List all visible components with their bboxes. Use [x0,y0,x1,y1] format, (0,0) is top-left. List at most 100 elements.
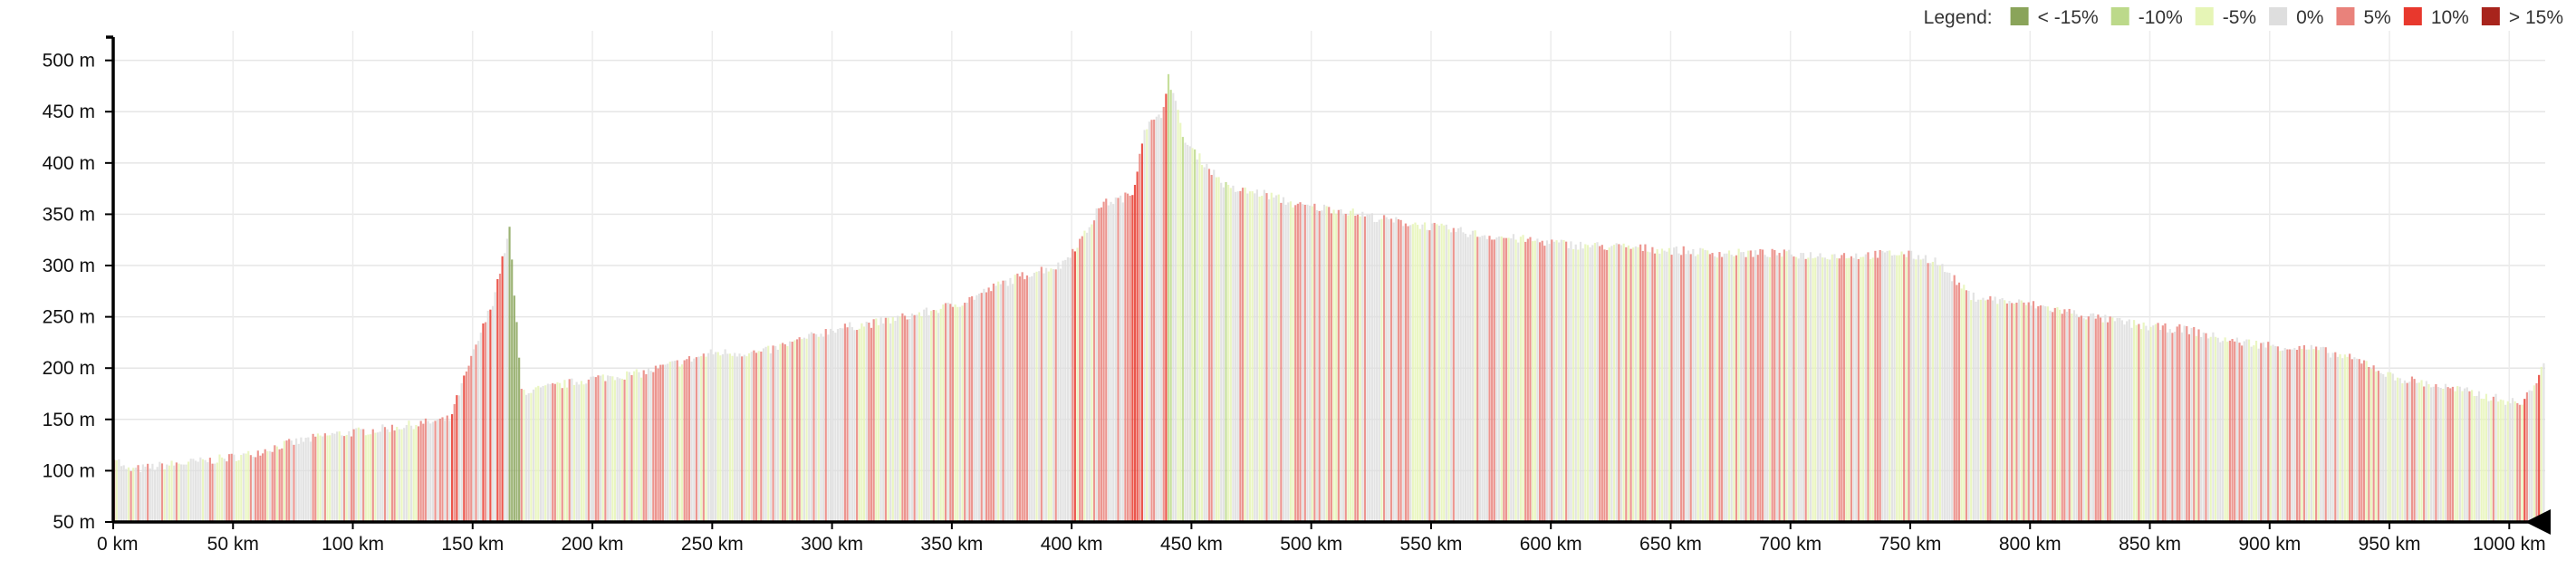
elevation-bar [374,432,377,522]
elevation-bar [1685,254,1687,522]
elevation-bar [2087,316,2090,522]
elevation-bar [767,345,770,522]
elevation-bar [1169,90,1172,522]
elevation-bar [619,378,621,522]
elevation-bar [674,361,677,522]
elevation-bar [1937,265,1939,522]
elevation-bar [437,420,439,522]
elevation-bar [633,371,636,522]
elevation-bar [1924,255,1927,522]
elevation-bar [1054,269,1057,522]
elevation-bar [2283,347,2286,522]
elevation-bar [2015,302,2018,522]
elevation-bar [1107,205,1110,522]
elevation-bar [1129,195,1131,522]
elevation-bar [769,353,772,522]
elevation-bar [1188,146,1191,523]
elevation-bar [705,356,707,522]
elevation-bar [1426,229,1428,523]
elevation-bar [2037,305,2040,522]
elevation-bar [2001,297,2004,522]
elevation-bar [348,430,351,522]
elevation-bar [1752,256,1754,522]
elevation-bar [393,430,396,522]
elevation-bar [1222,187,1225,522]
elevation-bar [2260,343,2263,522]
elevation-bar [2276,346,2279,522]
elevation-bar [2336,356,2340,522]
elevation-bar [935,310,937,522]
elevation-bar [412,429,415,522]
elevation-bar [1855,253,1858,522]
elevation-bar [2492,396,2494,522]
elevation-bar [1737,248,1740,522]
elevation-bar [1740,252,1743,522]
elevation-bar [1721,256,1724,522]
elevation-bar [1274,195,1278,523]
elevation-bar [2377,371,2379,522]
elevation-bar [316,433,320,522]
elevation-bar [1802,253,1805,522]
elevation-bar [1206,163,1208,523]
elevation-bar [1088,227,1091,522]
elevation-bar [1006,285,1009,522]
x-tick-label: 200 km [562,534,624,555]
elevation-bar [2214,336,2217,522]
elevation-bar [175,462,178,522]
elevation-bar [2234,341,2236,522]
elevation-bar [894,321,897,522]
elevation-bar [1900,251,1903,522]
elevation-bar [865,322,868,522]
axes [105,35,2551,535]
elevation-bar [1819,253,1821,522]
elevation-bar [1677,253,1680,522]
elevation-bar [118,459,120,522]
elevation-bar [453,403,456,522]
elevation-bar [1996,304,1999,522]
elevation-bar [638,372,640,522]
elevation-bar [1289,201,1293,523]
elevation-bar [620,378,623,522]
elevation-bar [2480,398,2483,522]
elevation-bar [1706,250,1709,522]
elevation-bar [381,424,384,522]
elevation-bar [652,372,655,522]
elevation-bar [1140,143,1144,522]
elevation-bar [323,433,326,522]
elevation-bar [266,451,269,522]
elevation-bar [1514,239,1517,522]
elevation-bar [1072,248,1074,522]
elevation-bar [1121,202,1124,523]
elevation-bar [779,343,782,522]
elevation-bar [249,455,252,522]
elevation-bar [326,435,329,522]
elevation-bar [1994,296,1996,522]
elevation-bar [1143,130,1146,522]
elevation-bar [1155,116,1158,523]
elevation-bar [827,334,830,522]
elevation-bar [2243,341,2245,522]
elevation-bar [285,440,288,522]
y-tick-label: 350 m [43,204,95,225]
elevation-bar [1666,251,1668,522]
elevation-bar [2049,310,2052,522]
y-tick-label: 300 m [43,256,95,276]
elevation-bar [1694,256,1697,522]
elevation-bar [1342,215,1345,522]
elevation-bar [149,468,151,522]
elevation-bar [1651,246,1654,522]
elevation-bar [160,463,164,522]
elevation-bar [1673,247,1676,522]
elevation-bar [1915,259,1918,522]
elevation-bar [2130,327,2133,522]
elevation-bar [2207,338,2210,522]
elevation-bar [491,305,495,522]
elevation-bar [1452,227,1455,522]
elevation-bar [338,431,341,522]
elevation-bar [2190,327,2193,522]
elevation-bar [2197,329,2200,522]
elevation-bar [1716,257,1718,522]
elevation-bar [1788,249,1791,522]
elevation-bar [1870,259,1872,522]
elevation-bar [999,284,1002,522]
